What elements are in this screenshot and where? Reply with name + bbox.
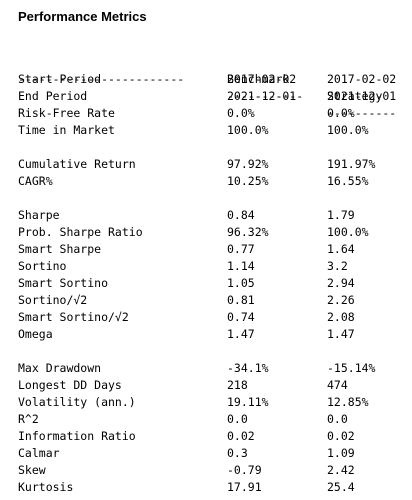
benchmark-value: 0.0 xyxy=(227,412,248,426)
metric-label: CAGR% xyxy=(18,174,53,188)
benchmark-value: 0.84 xyxy=(227,208,255,222)
table-header-row: Benchmark Strategy xyxy=(18,37,408,103)
benchmark-value: 218 xyxy=(227,378,248,392)
benchmark-value: 1.05 xyxy=(227,276,255,290)
strategy-value: 1.09 xyxy=(327,446,355,460)
metrics-table: Benchmark Strategy ---------------------… xyxy=(18,37,408,496)
table-row: Time in Market 100.0% 100.0% xyxy=(18,122,408,139)
strategy-column-header: Strategy xyxy=(327,89,383,103)
table-row: Volatility (ann.) 19.11% 12.85% xyxy=(18,394,408,411)
metric-label: Time in Market xyxy=(18,123,115,137)
strategy-value: 191.97% xyxy=(327,157,376,171)
benchmark-value: 2017-02-02 xyxy=(227,72,297,86)
benchmark-value: 0.81 xyxy=(227,293,255,307)
metric-label: Longest DD Days xyxy=(18,378,122,392)
metric-label: Sortino xyxy=(18,259,67,273)
benchmark-value: 19.11% xyxy=(227,395,269,409)
strategy-value: 12.85% xyxy=(327,395,369,409)
strategy-value: 3.2 xyxy=(327,259,348,273)
strategy-value: 2021-12-01 xyxy=(327,89,397,103)
table-row: Calmar 0.3 1.09 xyxy=(18,445,408,462)
strategy-value: 16.55% xyxy=(327,174,369,188)
table-row: Kurtosis 17.91 25.4 xyxy=(18,479,408,496)
strategy-value: 2.26 xyxy=(327,293,355,307)
table-row: CAGR% 10.25% 16.55% xyxy=(18,173,408,190)
table-row: Sharpe 0.84 1.79 xyxy=(18,207,408,224)
table-row: R^2 0.0 0.0 xyxy=(18,411,408,428)
metric-label: Volatility (ann.) xyxy=(18,395,136,409)
table-row: Omega 1.47 1.47 xyxy=(18,326,408,343)
table-row: End Period 2021-12-01 2021-12-01 xyxy=(18,88,408,105)
benchmark-value: 0.77 xyxy=(227,242,255,256)
metric-label: Sortino/√2 xyxy=(18,293,88,307)
table-row: Sortino/√2 0.81 2.26 xyxy=(18,292,408,309)
metric-label: Information Ratio xyxy=(18,429,136,443)
table-row: Max Drawdown -34.1% -15.14% xyxy=(18,360,408,377)
benchmark-value: 10.25% xyxy=(227,174,269,188)
metric-separator: ------------------------ xyxy=(18,72,185,86)
strategy-value: 100.0% xyxy=(327,225,369,239)
benchmark-separator: ----------- xyxy=(227,89,304,103)
table-row: Risk-Free Rate 0.0% 0.0% xyxy=(18,105,408,122)
metric-label: Start Period xyxy=(18,72,102,86)
metric-label: Smart Sharpe xyxy=(18,242,102,256)
benchmark-value: -0.79 xyxy=(227,463,262,477)
strategy-value: 0.0 xyxy=(327,412,348,426)
metric-label: Skew xyxy=(18,463,46,477)
metric-rows: Start Period 2017-02-02 2017-02-02 End Peri… xyxy=(18,71,408,496)
strategy-value: 474 xyxy=(327,378,348,392)
metric-label: Risk-Free Rate xyxy=(18,106,115,120)
benchmark-column-header: Benchmark xyxy=(227,72,290,86)
benchmark-value: 97.92% xyxy=(227,157,269,171)
table-row: Prob. Sharpe Ratio 96.32% 100.0% xyxy=(18,224,408,241)
report-title: Performance Metrics xyxy=(18,9,147,24)
strategy-value: 0.0% xyxy=(327,106,355,120)
strategy-value: 25.4 xyxy=(327,480,355,494)
table-row: Cumulative Return 97.92% 191.97% xyxy=(18,156,408,173)
metric-label: R^2 xyxy=(18,412,39,426)
header-separator-row: ------------------------ ----------- ---… xyxy=(18,54,408,120)
table-row: Sortino 1.14 3.2 xyxy=(18,258,408,275)
benchmark-value: 2021-12-01 xyxy=(227,89,297,103)
metric-label: Cumulative Return xyxy=(18,157,136,171)
metric-label: Omega xyxy=(18,327,53,341)
table-row: Smart Sortino 1.05 2.94 xyxy=(18,275,408,292)
benchmark-value: 17.91 xyxy=(227,480,262,494)
metric-label: End Period xyxy=(18,89,88,103)
benchmark-value: 96.32% xyxy=(227,225,269,239)
table-row: Information Ratio 0.02 0.02 xyxy=(18,428,408,445)
table-row: Smart Sharpe 0.77 1.64 xyxy=(18,241,408,258)
table-row: Longest DD Days 218 474 xyxy=(18,377,408,394)
benchmark-value: 0.02 xyxy=(227,429,255,443)
table-row: Smart Sortino/√2 0.74 2.08 xyxy=(18,309,408,326)
strategy-value: -15.14% xyxy=(327,361,376,375)
strategy-value: 2.42 xyxy=(327,463,355,477)
benchmark-value: 100.0% xyxy=(227,123,269,137)
benchmark-value: -34.1% xyxy=(227,361,269,375)
metric-label: Sharpe xyxy=(18,208,60,222)
benchmark-value: 0.74 xyxy=(227,310,255,324)
strategy-value: 0.02 xyxy=(327,429,355,443)
table-row: Skew -0.79 2.42 xyxy=(18,462,408,479)
strategy-value: 2017-02-02 xyxy=(327,72,397,86)
strategy-value: 1.64 xyxy=(327,242,355,256)
metric-label: Prob. Sharpe Ratio xyxy=(18,225,143,239)
table-row: Start Period 2017-02-02 2017-02-02 xyxy=(18,71,408,88)
strategy-separator: ---------- xyxy=(327,106,397,120)
strategy-value: 2.94 xyxy=(327,276,355,290)
strategy-value: 1.79 xyxy=(327,208,355,222)
metric-label: Smart Sortino xyxy=(18,276,109,290)
benchmark-value: 0.0% xyxy=(227,106,255,120)
benchmark-value: 1.14 xyxy=(227,259,255,273)
metric-label: Max Drawdown xyxy=(18,361,102,375)
benchmark-value: 1.47 xyxy=(227,327,255,341)
metric-label: Calmar xyxy=(18,446,60,460)
strategy-value: 2.08 xyxy=(327,310,355,324)
metric-label: Smart Sortino/√2 xyxy=(18,310,129,324)
strategy-value: 100.0% xyxy=(327,123,369,137)
benchmark-value: 0.3 xyxy=(227,446,248,460)
metric-label: Kurtosis xyxy=(18,480,74,494)
strategy-value: 1.47 xyxy=(327,327,355,341)
